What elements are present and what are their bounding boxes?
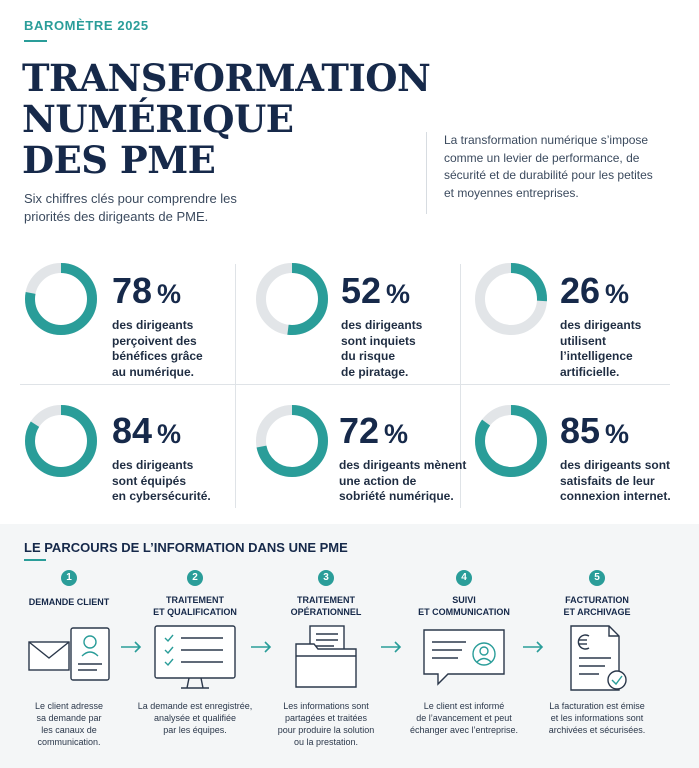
stat-description: des dirigeants mènent une action de sobr… [339, 458, 467, 503]
arrow-right-icon [251, 641, 272, 653]
stat-description: des dirigeants sont équipés en cybersécu… [112, 458, 211, 503]
stat-unit: % [386, 279, 411, 309]
stat-description: des dirigeants utilisent l’intelligence … [560, 318, 642, 379]
kicker: BAROMÈTRE 2025 [24, 18, 149, 33]
step-title: FACTURATION ET ARCHIVAGE [563, 595, 631, 617]
stat-unit: % [157, 419, 182, 449]
mail-profile-icon [28, 627, 110, 681]
grid-divider-vertical-2 [460, 264, 461, 508]
step-description: Les informations sont partagées et trait… [277, 701, 375, 747]
stat-value: 26 [560, 270, 601, 311]
title-line-3: DES PME [22, 138, 216, 182]
process-title: LE PARCOURS DE L’INFORMATION DANS UNE PM… [24, 540, 348, 555]
stats-grid: 78% des dirigeants perçoivent des bénéfi… [0, 258, 699, 514]
page-title: TRANSFORMATION NUMÉRIQUE DES PME [22, 56, 431, 182]
stat-number: 84% [112, 410, 181, 452]
donut-value-arc [25, 263, 97, 335]
stat-value: 52 [341, 270, 382, 311]
step-number-badge: 1 [61, 570, 77, 586]
arrow-right-icon [381, 641, 402, 653]
stat-unit: % [605, 419, 630, 449]
step-title: TRAITEMENT ET QUALIFICATION [153, 595, 237, 617]
donut-chart [256, 405, 328, 477]
title-line-1: TRANSFORMATION [22, 56, 431, 100]
step-number-badge: 3 [318, 570, 334, 586]
title-line-2: NUMÉRIQUE [22, 97, 294, 141]
stat-number: 72% [339, 410, 408, 452]
stat-unit: % [605, 279, 630, 309]
stat-value: 85 [560, 410, 601, 451]
donut-chart [25, 405, 97, 477]
kicker-rule [24, 40, 47, 42]
grid-divider-horizontal [20, 384, 670, 385]
stat-value: 84 [112, 410, 153, 451]
step-number-badge: 2 [187, 570, 203, 586]
grid-divider-vertical-1 [235, 264, 236, 508]
stat-number: 85% [560, 410, 629, 452]
step-description: La facturation est émise et les informat… [548, 701, 646, 735]
checklist-monitor-icon [154, 625, 236, 689]
step-description: La demande est enregistrée, analysée et … [137, 701, 253, 735]
process-rule [24, 559, 46, 561]
stat-unit: % [157, 279, 182, 309]
intro-divider [426, 132, 427, 214]
stat-number: 52% [341, 270, 410, 312]
donut-value-arc [475, 405, 547, 477]
donut-value-arc [25, 405, 97, 477]
donut-value-arc [256, 405, 328, 477]
stat-unit: % [384, 419, 409, 449]
step-description: Le client est informé de l’avancement et… [409, 701, 519, 735]
donut-chart [475, 263, 547, 335]
step-description: Le client adresse sa demande par les can… [34, 701, 104, 747]
step-number-badge: 5 [589, 570, 605, 586]
step-title: TRAITEMENT OPÉRATIONNEL [290, 595, 362, 617]
donut-value-arc [475, 263, 547, 335]
stat-number: 78% [112, 270, 181, 312]
donut-chart [475, 405, 547, 477]
arrow-right-icon [523, 641, 544, 653]
step-number-badge: 4 [456, 570, 472, 586]
step-title: SUIVI ET COMMUNICATION [418, 595, 510, 617]
stat-description: des dirigeants perçoivent des bénéfices … [112, 318, 203, 379]
arrow-right-icon [121, 641, 142, 653]
message-profile-icon [423, 629, 505, 686]
stat-number: 26% [560, 270, 629, 312]
step-title: DEMANDE CLIENT [28, 597, 110, 607]
donut-chart [256, 263, 328, 335]
process-section: LE PARCOURS DE L’INFORMATION DANS UNE PM… [0, 524, 699, 768]
intro-text: La transformation numérique s’impose com… [444, 133, 653, 200]
stat-description: des dirigeants sont satisfaits de leur c… [560, 458, 671, 503]
stat-description: des dirigeants sont inquiets du risque d… [341, 318, 423, 379]
stat-value: 78 [112, 270, 153, 311]
donut-chart [25, 263, 97, 335]
subtitle: Six chiffres clés pour comprendre les pr… [24, 191, 237, 224]
folder-document-icon [295, 625, 357, 688]
invoice-euro-icon [570, 625, 627, 691]
donut-value-arc [256, 263, 328, 335]
stat-value: 72 [339, 410, 380, 451]
